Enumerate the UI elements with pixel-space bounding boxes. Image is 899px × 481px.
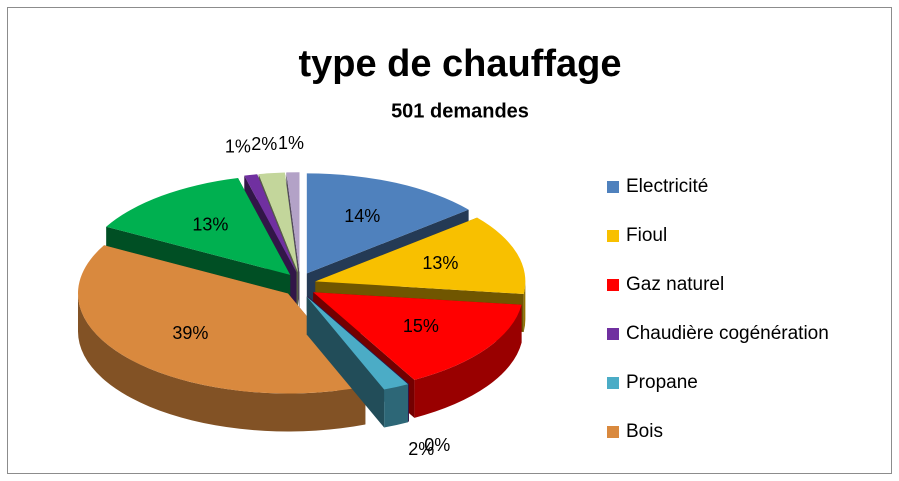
slice-wall — [77, 293, 366, 432]
slice — [258, 172, 298, 273]
legend-label: Fioul — [626, 225, 667, 246]
data-label: 39% — [172, 323, 208, 343]
slice-wall — [523, 281, 526, 332]
data-label: 13% — [422, 253, 458, 273]
legend-swatch — [607, 377, 619, 389]
slice-wall — [414, 304, 522, 418]
data-label: 14% — [344, 206, 380, 226]
chart-title: type de chauffage — [298, 43, 621, 85]
legend-swatch — [607, 328, 619, 340]
slice — [306, 296, 408, 390]
legend-label: Electricité — [626, 176, 708, 197]
slice-wall — [384, 384, 408, 428]
legend-swatch — [607, 279, 619, 291]
data-label: 1% — [225, 136, 251, 156]
legend-label: Gaz naturel — [626, 274, 724, 295]
data-label: 2% — [251, 134, 277, 154]
slice — [244, 174, 297, 273]
slice — [106, 178, 291, 275]
slice — [77, 245, 366, 394]
legend-label: Bois — [626, 421, 663, 442]
slice — [315, 217, 526, 294]
chart-subtitle: 501 demandes — [391, 100, 529, 122]
slice — [307, 296, 409, 384]
data-label: 15% — [403, 316, 439, 336]
legend-label: Propane — [626, 372, 698, 393]
data-label: 2% — [408, 439, 434, 459]
slice — [286, 172, 300, 273]
slice-side — [306, 296, 385, 428]
data-label: 0% — [424, 435, 450, 455]
data-label: 13% — [192, 215, 228, 235]
legend-swatch — [607, 426, 619, 438]
legend-label: Chaudière cogénération — [626, 323, 829, 344]
legend-swatch — [607, 230, 619, 242]
slice — [306, 173, 469, 274]
data-label: 1% — [278, 133, 304, 153]
legend-swatch — [607, 181, 619, 193]
slice — [313, 292, 522, 380]
